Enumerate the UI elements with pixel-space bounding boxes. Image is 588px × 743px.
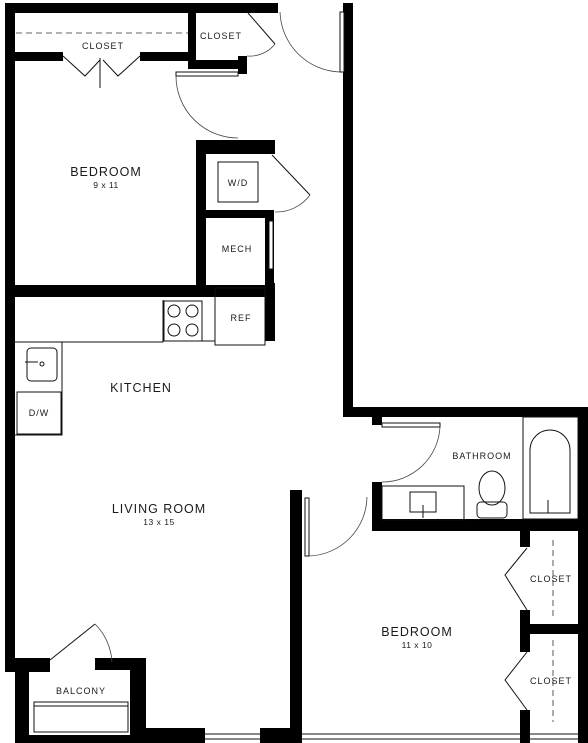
kitchen-label: KITCHEN	[110, 381, 172, 395]
windows	[205, 733, 580, 740]
closet-label-right-upper: CLOSET	[530, 574, 572, 584]
bedroom1-dims: 9 x 11	[93, 180, 119, 190]
bedroom2-dims: 11 x 10	[402, 640, 433, 650]
wd-label: W/D	[228, 178, 249, 188]
living-room-label: LIVING ROOM	[112, 502, 206, 516]
closet-label-right-lower: CLOSET	[530, 676, 572, 686]
balcony-label: BALCONY	[56, 686, 106, 696]
toilet-icon	[476, 470, 508, 519]
bathroom-label: BATHROOM	[452, 451, 511, 461]
bedroom2-label: BEDROOM	[381, 625, 453, 639]
ref-label: REF	[231, 313, 252, 323]
closet-rails	[16, 32, 554, 722]
refrigerator: REF	[214, 287, 266, 346]
bathtub-icon	[522, 416, 579, 520]
washer-dryer: W/D	[217, 161, 259, 203]
mech-label: MECH	[222, 244, 253, 254]
balcony-railing	[33, 701, 129, 733]
stove-icon	[163, 300, 203, 342]
walls	[5, 3, 588, 743]
dishwasher: D/W	[16, 391, 62, 435]
living-room-dims: 13 x 15	[143, 517, 174, 527]
doors	[49, 11, 528, 711]
closet-label-top-mid: CLOSET	[200, 31, 242, 41]
bedroom1-label: BEDROOM	[70, 165, 142, 179]
kitchen-sink-icon	[25, 347, 58, 382]
vanity-icon	[381, 485, 465, 521]
closet-label-top-left: CLOSET	[82, 41, 124, 51]
dishwasher-label: D/W	[29, 408, 50, 418]
